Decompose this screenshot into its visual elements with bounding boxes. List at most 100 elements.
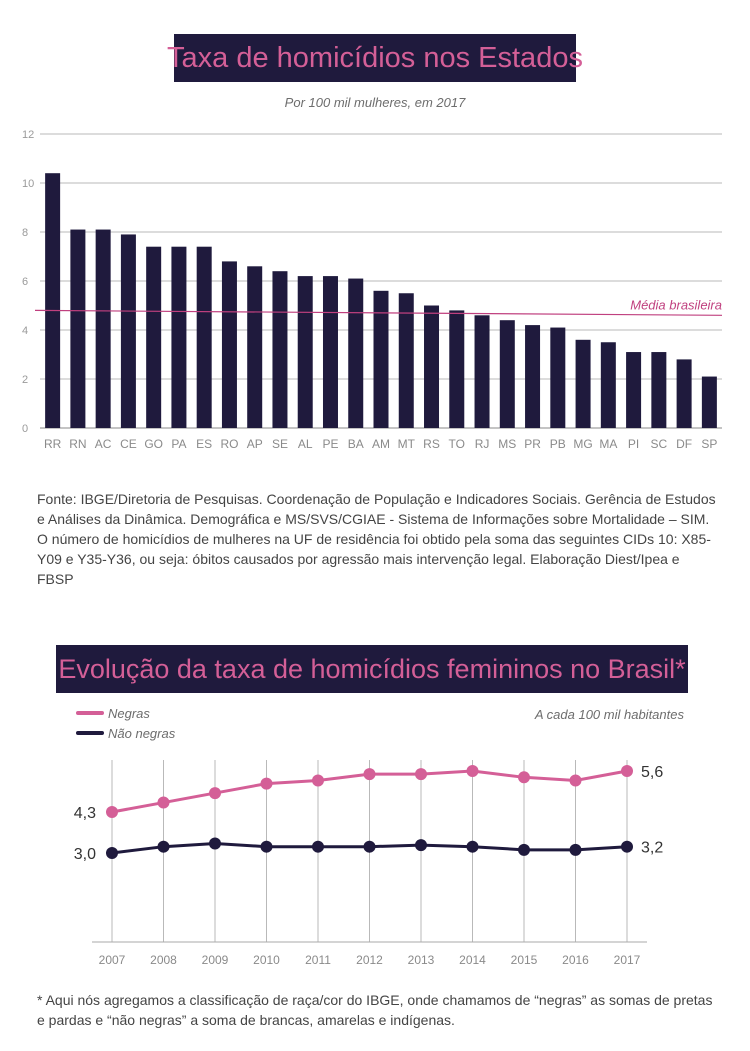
data-point	[312, 840, 324, 853]
bar	[95, 229, 111, 428]
y-tick-label: 6	[22, 276, 28, 288]
data-point	[106, 847, 118, 859]
bar	[701, 376, 717, 428]
x-tick-label: CE	[120, 437, 137, 451]
x-tick-label: 2011	[305, 953, 331, 967]
x-tick-label: MT	[398, 437, 416, 451]
mean-line	[34, 309, 723, 316]
data-point	[363, 840, 376, 853]
x-tick-label: SE	[272, 437, 288, 451]
bar	[146, 246, 162, 428]
bar	[247, 266, 263, 428]
chart2-note: A cada 100 mil habitantes	[534, 707, 684, 722]
x-tick-label: 2008	[150, 953, 177, 967]
y-tick-label: 4	[22, 325, 28, 337]
x-tick-label: AM	[372, 437, 390, 451]
x-tick-label: MA	[599, 437, 617, 451]
chart2-footnote: * Aqui nós agregamos a classificação de …	[37, 992, 713, 1028]
data-point	[466, 840, 479, 853]
bar	[120, 234, 136, 428]
data-point	[260, 777, 273, 790]
data-point	[466, 765, 479, 777]
bar	[474, 315, 490, 428]
x-tick-label: 2009	[202, 953, 229, 967]
mean-label: Média brasileira	[630, 297, 722, 312]
end-label: 3,2	[641, 840, 663, 857]
x-tick-label: DF	[676, 437, 692, 451]
x-tick-label: TO	[449, 437, 465, 451]
bar-chart: 0 2 4 6 8 10 12 RR RN AC CE GO PA ES RO AP SE AL PE BA AM MT R…	[22, 129, 723, 451]
x-tick-label: PE	[322, 437, 338, 451]
x-tick-label: SC	[651, 437, 668, 451]
x-tick-label: ES	[196, 437, 212, 451]
bar	[348, 278, 364, 428]
chart1-subtitle: Por 100 mil mulheres, em 2017	[284, 95, 466, 110]
x-tick-label: MG	[573, 437, 592, 451]
y-tick-label: 8	[22, 227, 28, 239]
bar	[272, 271, 288, 428]
data-point	[157, 796, 170, 809]
x-tick-label: GO	[144, 437, 163, 451]
x-tick-label: RS	[423, 437, 440, 451]
data-point	[569, 843, 582, 856]
data-point	[363, 768, 376, 781]
x-tick-label: RO	[220, 437, 238, 451]
bar	[651, 352, 667, 428]
x-tick-label: 2010	[253, 953, 280, 967]
bar	[499, 320, 515, 428]
data-point	[106, 806, 118, 818]
x-tick-label: PA	[171, 437, 186, 451]
data-point	[157, 840, 170, 853]
x-tick-label: 2015	[511, 953, 538, 967]
data-point	[209, 837, 221, 850]
y-tick-label: 0	[22, 423, 28, 435]
x-tick-label: RJ	[475, 437, 490, 451]
bar	[373, 290, 389, 428]
data-point	[518, 771, 530, 784]
x-tick-label: RN	[69, 437, 86, 451]
x-tick-label: PR	[524, 437, 541, 451]
data-point	[569, 774, 582, 787]
x-tick-label: BA	[348, 437, 364, 451]
end-label: 5,6	[641, 764, 663, 781]
x-tick-label: SP	[701, 437, 717, 451]
y-tick-label: 10	[22, 178, 34, 190]
chart1-title: Taxa de homicídios nos Estados	[167, 34, 583, 82]
bar	[171, 246, 187, 428]
bar	[449, 310, 465, 428]
start-label: 3,0	[74, 846, 96, 863]
bar	[221, 261, 237, 428]
x-tick-label: AC	[95, 437, 112, 451]
x-tick-label: RR	[44, 437, 62, 451]
x-tick-label: AL	[298, 437, 313, 451]
bar	[525, 325, 541, 428]
x-tick-label: 2012	[356, 953, 383, 967]
bar	[45, 173, 61, 428]
x-tick-label: AP	[247, 437, 263, 451]
data-point	[621, 840, 633, 853]
y-tick-label: 12	[22, 129, 34, 141]
legend-label: Não negras	[108, 726, 176, 741]
bar	[196, 246, 212, 428]
x-tick-label: 2017	[614, 953, 641, 967]
chart1-source: Fonte: IBGE/Diretoria de Pesquisas. Coor…	[37, 491, 716, 587]
start-label: 4,3	[74, 805, 96, 822]
data-point	[260, 840, 273, 853]
data-point	[518, 843, 530, 856]
bar	[70, 229, 86, 428]
line-chart: 2007 2008 2009 2010 2011 2012 2013 2014 2015 2016…	[74, 706, 664, 967]
data-point	[312, 774, 324, 787]
y-tick-label: 2	[22, 374, 28, 386]
x-tick-label: PI	[628, 437, 639, 451]
data-point	[621, 765, 633, 777]
bar	[398, 293, 414, 428]
bar	[550, 327, 566, 428]
x-tick-label: 2013	[408, 953, 435, 967]
x-tick-label: 2007	[99, 953, 126, 967]
x-tick-label: PB	[550, 437, 566, 451]
x-tick-label: MS	[498, 437, 516, 451]
bar	[575, 339, 591, 428]
data-point	[209, 787, 221, 800]
x-tick-label: 2014	[459, 953, 486, 967]
bar	[322, 276, 338, 428]
